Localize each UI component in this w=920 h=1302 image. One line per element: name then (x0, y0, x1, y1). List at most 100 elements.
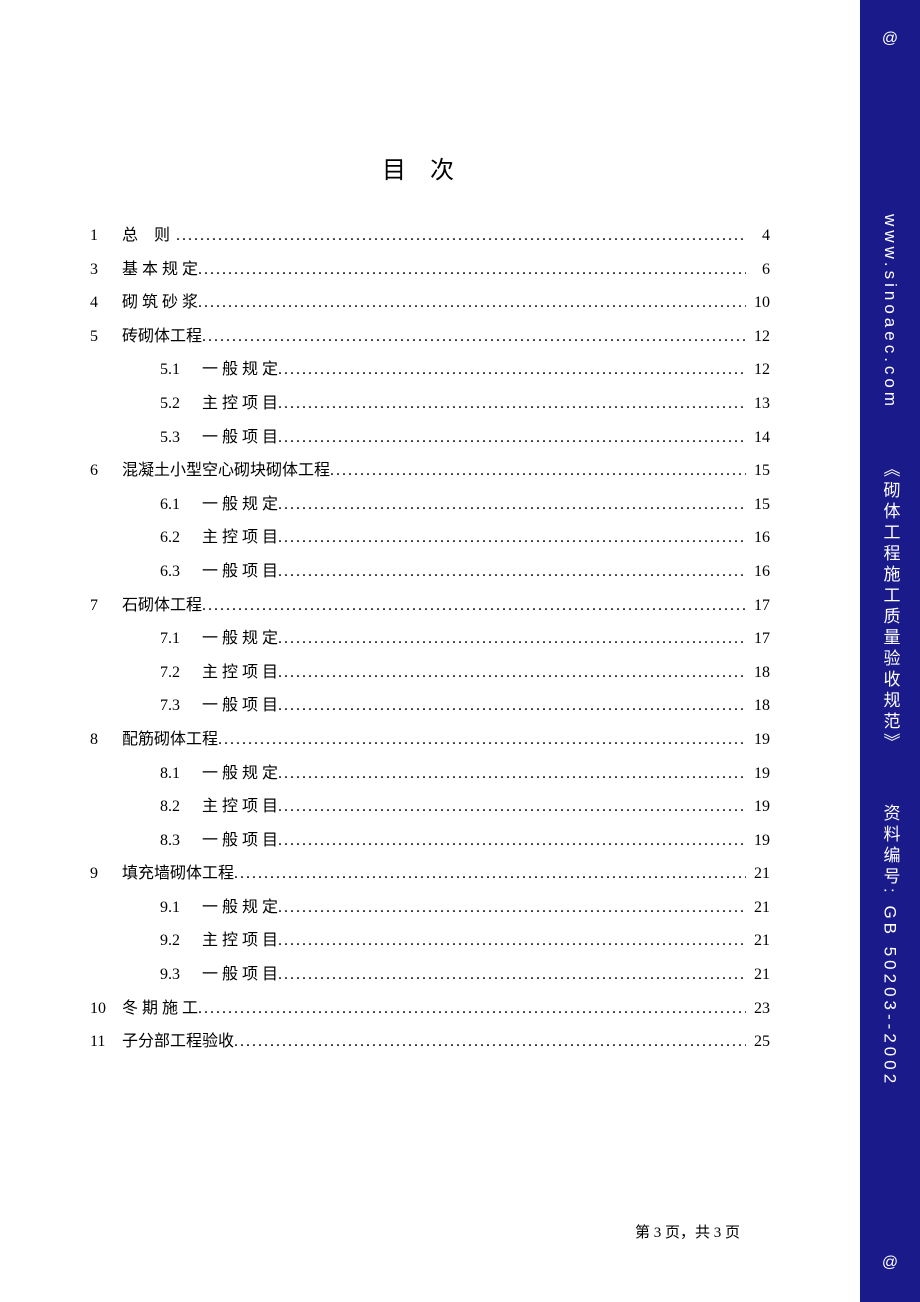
sidebar-at-top: @ (882, 30, 898, 48)
toc-section-label: 主 控 项 目 (202, 790, 278, 824)
toc-entry: 7石砌体工程17 (90, 589, 770, 623)
toc-subentry: 8.2主 控 项 目 19 (90, 790, 770, 824)
toc-chapter-num: 3 (90, 253, 122, 287)
toc-page-num: 19 (746, 757, 770, 791)
toc-chapter-num: 8 (90, 723, 122, 757)
toc-section-label: 一 般 规 定 (202, 757, 278, 791)
toc-section-num: 6.3 (160, 555, 202, 589)
toc-leader-dots (278, 421, 746, 455)
toc-page-num: 16 (746, 555, 770, 589)
toc-section-num: 9.1 (160, 891, 202, 925)
toc-leader-dots (176, 219, 746, 253)
toc-page-num: 23 (746, 992, 770, 1026)
toc-page-num: 18 (746, 689, 770, 723)
toc-entry: 9填充墙砌体工程21 (90, 857, 770, 891)
toc-subentry: 8.3一 般 项 目19 (90, 824, 770, 858)
toc-subentry: 9.2主 控 项 目 21 (90, 924, 770, 958)
toc-section-label: 一 般 规 定 (202, 353, 278, 387)
toc-section-num: 7.1 (160, 622, 202, 656)
sidebar-middle: www.sinoaec.com 《砌体工程施工质量验收规范》 资料编号: GB … (878, 214, 903, 1087)
toc-title: 目次 (90, 150, 770, 185)
toc-entry: 10冬 期 施 工23 (90, 992, 770, 1026)
toc-section-label: 一 般 项 目 (202, 421, 278, 455)
toc-page-num: 21 (746, 857, 770, 891)
toc-chapter-label: 冬 期 施 工 (122, 992, 198, 1026)
toc-page-num: 16 (746, 521, 770, 555)
toc-section-label: 主 控 项 目 (202, 924, 278, 958)
toc-leader-dots (278, 790, 746, 824)
toc-leader-dots (278, 958, 746, 992)
toc-entry: 11子分部工程验收 25 (90, 1025, 770, 1059)
toc-entry: 1总 则4 (90, 219, 770, 253)
toc-leader-dots (198, 253, 746, 287)
toc-leader-dots (278, 891, 746, 925)
toc-leader-dots (278, 387, 746, 421)
toc-chapter-num: 11 (90, 1025, 122, 1059)
toc-leader-dots (278, 353, 746, 387)
toc-chapter-label: 填充墙砌体工程 (122, 857, 234, 891)
toc-leader-dots (278, 521, 746, 555)
sidebar: @ www.sinoaec.com 《砌体工程施工质量验收规范》 资料编号: G… (860, 0, 920, 1302)
toc-subentry: 5.2主 控 项 目 13 (90, 387, 770, 421)
toc-subentry: 6.1一 般 规 定 15 (90, 488, 770, 522)
sidebar-book-title: 《砌体工程施工质量验收规范》 (878, 460, 903, 754)
toc-chapter-label: 基 本 规 定 (122, 253, 198, 287)
toc-page-num: 13 (746, 387, 770, 421)
toc-page-num: 18 (746, 656, 770, 690)
toc-page-num: 21 (746, 958, 770, 992)
toc-page-num: 25 (746, 1025, 770, 1059)
sidebar-at-bottom: @ (882, 1254, 898, 1272)
toc-section-num: 5.2 (160, 387, 202, 421)
toc-page-num: 14 (746, 421, 770, 455)
toc-subentry: 6.3一 般 项 目 16 (90, 555, 770, 589)
toc-leader-dots (234, 1025, 746, 1059)
toc-leader-dots (278, 757, 746, 791)
page-content: 目次 1总 则43基 本 规 定64砌 筑 砂 浆105砖砌体工程125.1一 … (0, 0, 860, 1302)
toc-section-label: 一 般 规 定 (202, 488, 278, 522)
toc-subentry: 7.2主 控 项 目18 (90, 656, 770, 690)
toc-section-label: 主 控 项 目 (202, 521, 278, 555)
toc-section-label: 一 般 规 定 (202, 891, 278, 925)
toc-entry: 3基 本 规 定6 (90, 253, 770, 287)
toc-leader-dots (278, 622, 746, 656)
toc-entry: 8配筋砌体工程19 (90, 723, 770, 757)
toc-leader-dots (278, 689, 746, 723)
toc-page-num: 15 (746, 488, 770, 522)
sidebar-url: www.sinoaec.com (880, 214, 900, 410)
toc-page-num: 21 (746, 924, 770, 958)
toc-section-num: 5.1 (160, 353, 202, 387)
toc-page-num: 19 (746, 790, 770, 824)
toc-subentry: 9.3一 般 项 目21 (90, 958, 770, 992)
toc-section-label: 一 般 项 目 (202, 555, 278, 589)
toc-page-num: 21 (746, 891, 770, 925)
toc-subentry: 7.3一 般 项 目 18 (90, 689, 770, 723)
toc-subentry: 5.1一 般 规 定 12 (90, 353, 770, 387)
toc-subentry: 5.3一 般 项 目14 (90, 421, 770, 455)
toc-section-num: 6.1 (160, 488, 202, 522)
toc-leader-dots (330, 454, 746, 488)
toc-page-num: 19 (746, 723, 770, 757)
toc-chapter-label: 砌 筑 砂 浆 (122, 286, 198, 320)
toc-section-label: 一 般 项 目 (202, 824, 278, 858)
toc-section-label: 主 控 项 目 (202, 387, 278, 421)
sidebar-doc-label: 资料编号: GB 50203--2002 (878, 804, 903, 1087)
toc-subentry: 6.2主 控 项 目16 (90, 521, 770, 555)
toc-subentry: 7.1一 般 规 定17 (90, 622, 770, 656)
toc-section-num: 8.2 (160, 790, 202, 824)
toc-section-num: 8.3 (160, 824, 202, 858)
toc-section-num: 9.2 (160, 924, 202, 958)
toc-leader-dots (278, 555, 746, 589)
toc-chapter-label: 混凝土小型空心砌块砌体工程 (122, 454, 330, 488)
toc-chapter-label: 子分部工程验收 (122, 1025, 234, 1059)
toc-chapter-num: 1 (90, 219, 122, 253)
toc-section-label: 一 般 项 目 (202, 958, 278, 992)
toc-section-label: 一 般 项 目 (202, 689, 278, 723)
toc-section-num: 7.3 (160, 689, 202, 723)
toc-chapter-num: 6 (90, 454, 122, 488)
toc-leader-dots (202, 589, 746, 623)
toc-subentry: 8.1一 般 规 定 19 (90, 757, 770, 791)
toc-page-num: 12 (746, 353, 770, 387)
toc-chapter-label: 砖砌体工程 (122, 320, 202, 354)
toc-section-num: 8.1 (160, 757, 202, 791)
toc-leader-dots (234, 857, 746, 891)
